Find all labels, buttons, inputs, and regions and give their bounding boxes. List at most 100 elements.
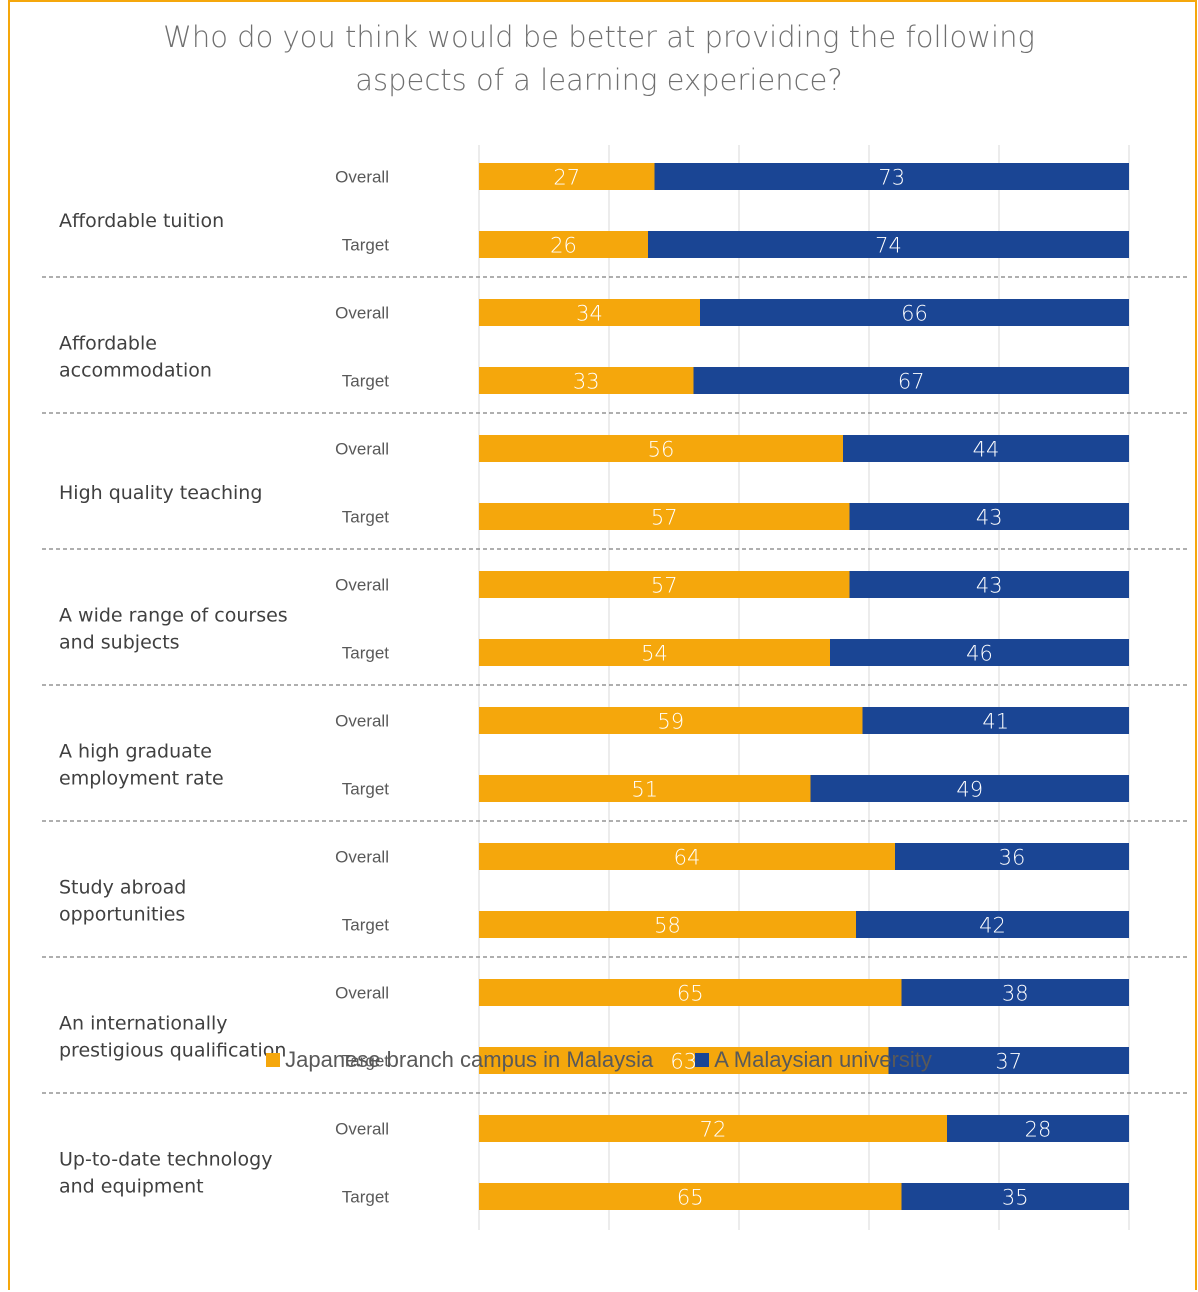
data-label-japanese-branch: 54 <box>641 642 668 666</box>
bar-malaysian-university-affordable-tuition-target <box>648 231 1129 258</box>
bar-japanese-branch-up-to-date-technology-and-equipment-target <box>479 1183 902 1210</box>
data-label-malaysian-university: 49 <box>956 778 983 802</box>
data-label-japanese-branch: 72 <box>700 1118 727 1142</box>
bar-malaysian-university-affordable-tuition-overall <box>654 163 1129 190</box>
group-label-a-wide-range-of-courses-and-subjects: and subjects <box>59 632 180 654</box>
data-label-malaysian-university: 67 <box>898 370 925 394</box>
bar-japanese-branch-affordable-tuition-target <box>479 231 648 258</box>
group-label-up-to-date-technology-and-equipment: and equipment <box>59 1176 204 1198</box>
data-label-japanese-branch: 63 <box>670 1050 697 1074</box>
bar-malaysian-university-an-internationally-prestigious-qualification-overall <box>901 979 1129 1006</box>
subcategory-label-overall: Overall <box>335 440 389 459</box>
data-label-japanese-branch: 56 <box>648 438 675 462</box>
data-label-japanese-branch: 64 <box>674 846 701 870</box>
data-label-malaysian-university: 74 <box>875 234 902 258</box>
data-label-malaysian-university: 28 <box>1025 1118 1052 1142</box>
bar-japanese-branch-affordable-accommodation-target <box>479 367 694 394</box>
group-label-affordable-accommodation: Affordable <box>59 333 157 355</box>
data-label-japanese-branch: 58 <box>654 914 681 938</box>
legend: Japanese branch campus in Malaysia A Mal… <box>0 1047 1198 1073</box>
group-label-study-abroad-opportunities: Study abroad <box>59 877 186 899</box>
bar-malaysian-university-a-wide-range-of-courses-and-subjects-overall <box>849 571 1129 598</box>
data-label-japanese-branch: 65 <box>677 982 704 1006</box>
legend-swatch-malaysian-university <box>695 1053 710 1067</box>
group-label-an-internationally-prestigious-qualification: prestigious qualification <box>59 1040 286 1062</box>
subcategory-label-target: Target <box>342 1188 390 1207</box>
data-label-japanese-branch: 26 <box>550 234 577 258</box>
data-label-malaysian-university: 46 <box>966 642 993 666</box>
legend-item-japanese-branch: Japanese branch campus in Malaysia <box>266 1047 653 1073</box>
bar-japanese-branch-high-quality-teaching-target <box>479 503 850 530</box>
data-label-japanese-branch: 59 <box>657 710 684 734</box>
bar-japanese-branch-study-abroad-opportunities-target <box>479 911 856 938</box>
data-label-japanese-branch: 57 <box>651 506 678 530</box>
bar-malaysian-university-affordable-accommodation-target <box>693 367 1129 394</box>
data-label-malaysian-university: 73 <box>878 166 905 190</box>
legend-swatch-japanese-branch <box>266 1053 281 1067</box>
bar-malaysian-university-a-high-graduate-employment-rate-overall <box>862 707 1129 734</box>
group-label-study-abroad-opportunities: opportunities <box>59 904 185 926</box>
bar-japanese-branch-a-wide-range-of-courses-and-subjects-target <box>479 639 830 666</box>
bar-malaysian-university-up-to-date-technology-and-equipment-target <box>901 1183 1129 1210</box>
subcategory-label-target: Target <box>342 644 390 663</box>
bar-japanese-branch-affordable-tuition-overall <box>479 163 655 190</box>
subcategory-label-target: Target <box>342 1052 390 1071</box>
bar-japanese-branch-a-high-graduate-employment-rate-target <box>479 775 811 802</box>
bar-malaysian-university-a-high-graduate-employment-rate-target <box>810 775 1129 802</box>
bar-japanese-branch-a-wide-range-of-courses-and-subjects-overall <box>479 571 850 598</box>
bar-malaysian-university-high-quality-teaching-overall <box>843 435 1129 462</box>
subcategory-label-overall: Overall <box>335 304 389 323</box>
group-label-a-high-graduate-employment-rate: A high graduate <box>59 741 212 763</box>
subcategory-label-target: Target <box>342 236 390 255</box>
bar-malaysian-university-affordable-accommodation-overall <box>700 299 1129 326</box>
data-label-japanese-branch: 34 <box>576 302 603 326</box>
data-label-malaysian-university: 37 <box>995 1050 1022 1074</box>
chart-title: Who do you think would be better at prov… <box>163 20 1035 97</box>
data-label-malaysian-university: 38 <box>1002 982 1029 1006</box>
bar-japanese-branch-an-internationally-prestigious-qualification-overall <box>479 979 902 1006</box>
data-label-malaysian-university: 36 <box>999 846 1026 870</box>
group-label-a-wide-range-of-courses-and-subjects: A wide range of courses <box>59 605 288 627</box>
data-label-malaysian-university: 44 <box>973 438 1000 462</box>
data-label-japanese-branch: 51 <box>631 778 658 802</box>
bar-japanese-branch-study-abroad-opportunities-overall <box>479 843 895 870</box>
bar-japanese-branch-a-high-graduate-employment-rate-overall <box>479 707 863 734</box>
group-label-up-to-date-technology-and-equipment: Up-to-date technology <box>59 1149 273 1171</box>
subcategory-label-target: Target <box>342 916 390 935</box>
legend-item-malaysian-university: A Malaysian university <box>695 1047 932 1073</box>
subcategory-label-overall: Overall <box>335 712 389 731</box>
bar-malaysian-university-an-internationally-prestigious-qualification-target <box>888 1047 1129 1074</box>
bar-malaysian-university-up-to-date-technology-and-equipment-overall <box>947 1115 1129 1142</box>
bar-malaysian-university-study-abroad-opportunities-target <box>856 911 1129 938</box>
bar-japanese-branch-affordable-accommodation-overall <box>479 299 700 326</box>
bar-japanese-branch-up-to-date-technology-and-equipment-overall <box>479 1115 947 1142</box>
subcategory-label-overall: Overall <box>335 984 389 1003</box>
data-label-malaysian-university: 43 <box>976 574 1003 598</box>
group-label-affordable-tuition: Affordable tuition <box>59 210 224 232</box>
chart-frame <box>8 0 1197 1290</box>
subcategory-label-target: Target <box>342 508 390 527</box>
legend-label-japanese-branch: Japanese branch campus in Malaysia <box>285 1047 654 1072</box>
group-label-affordable-accommodation: accommodation <box>59 360 212 382</box>
group-label-high-quality-teaching: High quality teaching <box>59 482 262 504</box>
legend-label-malaysian-university: A Malaysian university <box>714 1047 932 1072</box>
data-label-malaysian-university: 43 <box>976 506 1003 530</box>
subcategory-label-overall: Overall <box>335 1120 389 1139</box>
data-label-japanese-branch: 57 <box>651 574 678 598</box>
data-label-japanese-branch: 27 <box>553 166 580 190</box>
subcategory-label-target: Target <box>342 780 390 799</box>
group-label-a-high-graduate-employment-rate: employment rate <box>59 768 224 790</box>
bar-malaysian-university-high-quality-teaching-target <box>849 503 1129 530</box>
data-label-japanese-branch: 65 <box>677 1186 704 1210</box>
data-label-malaysian-university: 35 <box>1002 1186 1029 1210</box>
data-label-malaysian-university: 41 <box>982 710 1009 734</box>
bar-japanese-branch-an-internationally-prestigious-qualification-target <box>479 1047 889 1074</box>
group-label-an-internationally-prestigious-qualification: An internationally <box>59 1013 228 1035</box>
bar-japanese-branch-high-quality-teaching-overall <box>479 435 843 462</box>
bar-malaysian-university-study-abroad-opportunities-overall <box>895 843 1129 870</box>
data-label-malaysian-university: 42 <box>979 914 1006 938</box>
subcategory-label-overall: Overall <box>335 848 389 867</box>
subcategory-label-overall: Overall <box>335 168 389 187</box>
data-label-malaysian-university: 66 <box>901 302 928 326</box>
